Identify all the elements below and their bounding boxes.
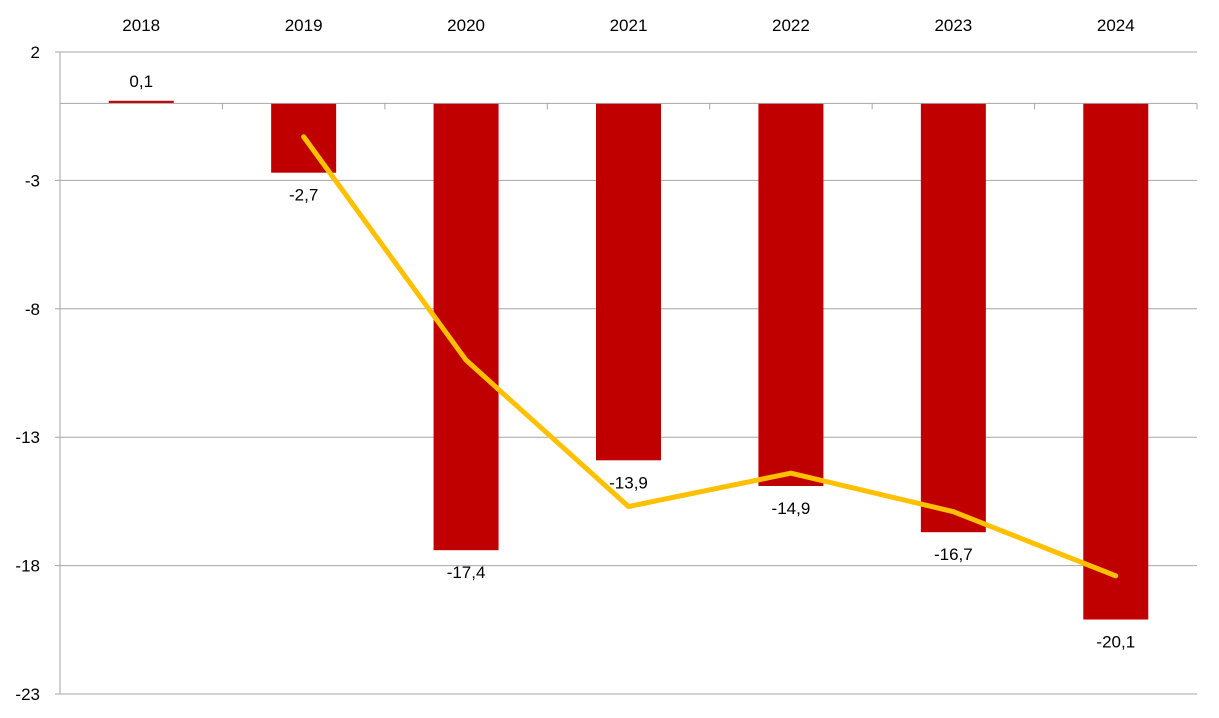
- y-tick-label: 2: [31, 43, 40, 62]
- data-label: -20,1: [1096, 633, 1135, 652]
- bar: [596, 103, 661, 461]
- zero-axis: [59, 102, 1198, 110]
- category-label: 2020: [447, 16, 485, 35]
- y-tick-label: -8: [25, 300, 40, 319]
- bar: [1083, 103, 1149, 620]
- category-label: 2019: [285, 16, 323, 35]
- data-label: 0,1: [129, 72, 153, 91]
- line-series: [301, 134, 1119, 579]
- y-tick-label: -18: [15, 557, 40, 576]
- category-label: 2022: [772, 16, 810, 35]
- y-tick-label: -23: [15, 685, 40, 704]
- category-label: 2024: [1097, 16, 1135, 35]
- bar: [108, 100, 174, 104]
- bar: [920, 103, 986, 533]
- y-tick-label: -3: [25, 171, 40, 190]
- y-tick-label: -13: [15, 428, 40, 447]
- category-label: 2021: [610, 16, 648, 35]
- data-label: -14,9: [772, 499, 811, 518]
- data-labels: 0,1 -2,7 -17,4 -13,9 -14,9 -16,7 -20,1: [129, 72, 1135, 652]
- data-label: -2,7: [289, 186, 318, 205]
- data-label: -13,9: [609, 473, 648, 492]
- trend-line: [301, 134, 1119, 579]
- bar: [758, 103, 824, 486]
- y-axis-tick-labels: 2 -3 -8 -13 -18 -23: [15, 43, 40, 704]
- category-label: 2018: [122, 16, 160, 35]
- data-label: -16,7: [934, 545, 973, 564]
- category-label: 2023: [934, 16, 972, 35]
- bar-series: [108, 100, 1149, 620]
- data-label: -17,4: [447, 563, 486, 582]
- category-labels: 2018 2019 2020 2021 2022 2023 2024: [122, 16, 1134, 35]
